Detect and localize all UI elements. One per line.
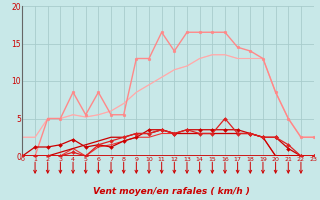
Text: Vent moyen/en rafales ( km/h ): Vent moyen/en rafales ( km/h ): [93, 187, 250, 196]
